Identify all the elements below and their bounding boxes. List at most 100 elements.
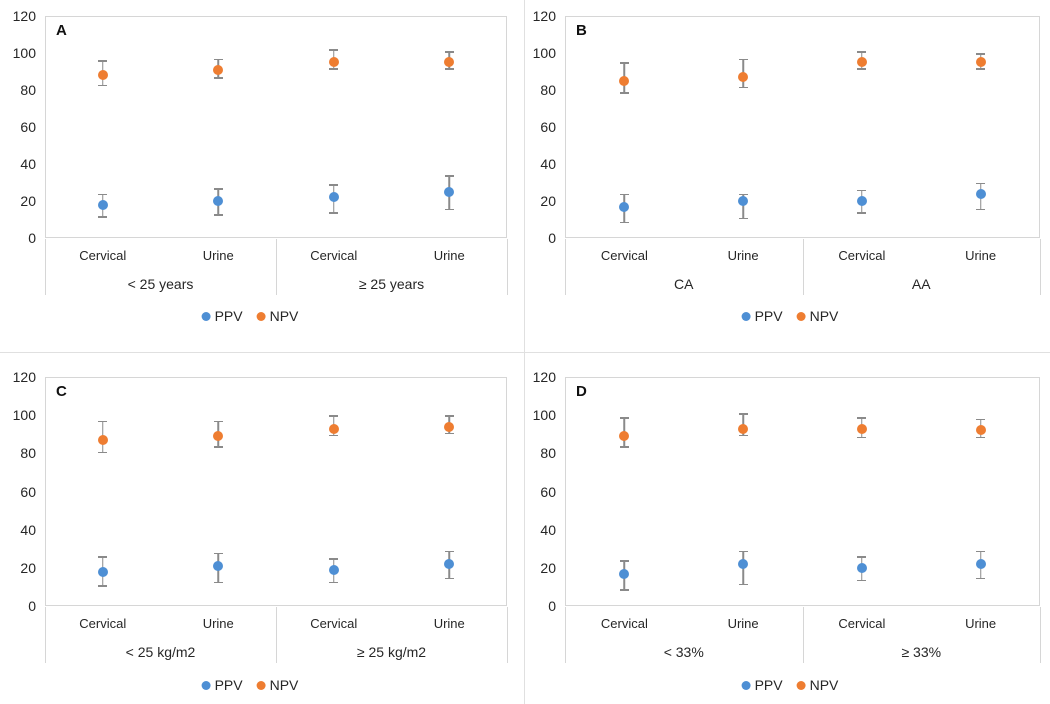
- x-group-label: < 25 kg/m2: [125, 644, 196, 660]
- y-axis-tick-label: 100: [532, 45, 556, 61]
- legend-item-npv: NPV: [256, 677, 298, 693]
- x-group-label: CA: [674, 276, 694, 292]
- data-point-npv: [97, 70, 108, 81]
- panel-label: C: [56, 383, 67, 400]
- x-category-label: Urine: [965, 248, 997, 263]
- data-point-npv: [444, 57, 455, 68]
- error-bar-cap-top: [976, 418, 986, 421]
- error-bar-ppv: [738, 193, 748, 220]
- y-axis-tick-label: 40: [540, 521, 556, 538]
- error-bar-cap-bottom: [976, 68, 986, 70]
- error-bar-cap-bottom: [619, 589, 629, 591]
- data-point-ppv: [619, 568, 630, 579]
- error-bar-cap-top: [619, 560, 629, 562]
- y-axis-tick-label: 20: [540, 559, 556, 576]
- data-point-npv: [738, 72, 749, 83]
- axis-group-separator: [1040, 239, 1041, 295]
- x-category-label: Urine: [965, 616, 997, 631]
- x-category-label: Urine: [727, 616, 759, 631]
- error-bar-cap-bottom: [738, 86, 748, 89]
- error-bar-cap-bottom: [976, 577, 986, 580]
- axis-group-separator: [276, 607, 277, 663]
- error-bar-cap-top: [329, 558, 339, 560]
- error-bar-cap-bottom: [213, 581, 223, 584]
- y-axis-tick-label: 0: [548, 598, 556, 614]
- panel-label: D: [576, 383, 587, 400]
- error-bar-cap-bottom: [857, 212, 867, 214]
- legend-label: NPV: [809, 677, 839, 693]
- error-bar-cap-top: [976, 53, 986, 55]
- data-point-ppv: [856, 562, 867, 573]
- error-bar-cap-bottom: [857, 436, 867, 439]
- error-bar-cap-top: [98, 60, 108, 62]
- x-category-label: Cervical: [310, 616, 358, 631]
- plot-area: [45, 16, 507, 238]
- x-group-label: < 33%: [663, 644, 704, 660]
- legend-item-ppv: PPV: [741, 677, 783, 693]
- y-axis-tick-label: 120: [12, 369, 36, 385]
- axis-group-separator: [507, 607, 508, 663]
- chart-legend: PPV NPV: [201, 308, 298, 324]
- legend-dot-ppv-icon: [741, 311, 751, 321]
- error-bar-cap-bottom: [619, 446, 629, 448]
- error-bar-cap-bottom: [98, 216, 108, 218]
- x-category-label: Urine: [433, 248, 465, 263]
- y-axis-tick-label: 120: [532, 8, 556, 24]
- error-bar-cap-top: [98, 420, 108, 423]
- error-bar-cap-bottom: [98, 585, 108, 587]
- x-group-label: < 25 years: [127, 276, 194, 292]
- error-bar-cap-top: [98, 193, 108, 196]
- x-group-label: ≥ 25 kg/m2: [356, 644, 427, 660]
- legend-dot-ppv-icon: [201, 680, 211, 690]
- axis-group-separator: [802, 239, 804, 295]
- error-bar-cap-top: [98, 556, 108, 558]
- y-axis-tick-label: 60: [20, 119, 36, 135]
- panel-divider-horizontal: [0, 352, 1050, 353]
- error-bar-cap-top: [444, 550, 454, 553]
- data-point-ppv: [738, 559, 749, 570]
- error-bar-cap-top: [976, 182, 986, 184]
- error-bar-cap-top: [738, 550, 748, 553]
- error-bar-cap-top: [738, 58, 748, 61]
- error-bar-cap-bottom: [738, 434, 748, 437]
- panel-divider-vertical: [524, 0, 525, 704]
- error-bar-cap-bottom: [98, 84, 108, 87]
- error-bar-cap-top: [857, 417, 867, 419]
- error-bar-cap-bottom: [213, 214, 223, 216]
- data-point-ppv: [213, 196, 224, 206]
- data-point-ppv: [738, 196, 749, 206]
- y-axis-tick-label: 40: [540, 156, 556, 172]
- x-category-label: Cervical: [310, 248, 358, 263]
- error-bar-cap-top: [213, 188, 223, 190]
- plot-area: [565, 16, 1040, 238]
- error-bar-cap-bottom: [619, 221, 629, 224]
- error-bar-cap-top: [213, 420, 223, 423]
- y-axis-tick-label: 40: [20, 156, 36, 172]
- chart-panel-c: C 0 20 40 60 80 100 120 Cervical Urine Cervical Uri…: [0, 352, 525, 704]
- error-bar-cap-top: [857, 51, 867, 53]
- y-axis-tick-label: 120: [532, 369, 556, 385]
- y-axis-tick-label: 40: [20, 521, 36, 538]
- y-axis-tick-label: 80: [540, 82, 556, 98]
- error-bar-cap-bottom: [619, 92, 629, 94]
- x-category-label: Urine: [433, 616, 465, 631]
- y-axis-tick-label: 0: [28, 598, 36, 614]
- error-bar-cap-bottom: [98, 451, 108, 454]
- x-group-label: ≥ 25 years: [358, 276, 425, 292]
- chart-panel-b: B 0 20 40 60 80 100 120 Cervical Urine Cervical Uri…: [525, 0, 1050, 352]
- error-bar-cap-top: [857, 556, 867, 558]
- y-axis-tick-label: 120: [12, 8, 36, 24]
- y-axis-tick-label: 20: [540, 193, 556, 209]
- error-bar-cap-bottom: [976, 436, 986, 439]
- y-axis-tick-label: 60: [540, 119, 556, 135]
- error-bar-cap-top: [329, 49, 339, 51]
- data-point-npv: [213, 431, 224, 442]
- data-point-ppv: [444, 186, 455, 197]
- error-bar-cap-top: [444, 415, 454, 417]
- error-bar-cap-bottom: [329, 581, 339, 584]
- error-bar-cap-bottom: [444, 577, 454, 580]
- legend-item-npv: NPV: [256, 308, 298, 324]
- error-bar-cap-bottom: [444, 432, 454, 435]
- data-point-npv: [975, 57, 986, 68]
- x-category-label: Urine: [727, 248, 759, 263]
